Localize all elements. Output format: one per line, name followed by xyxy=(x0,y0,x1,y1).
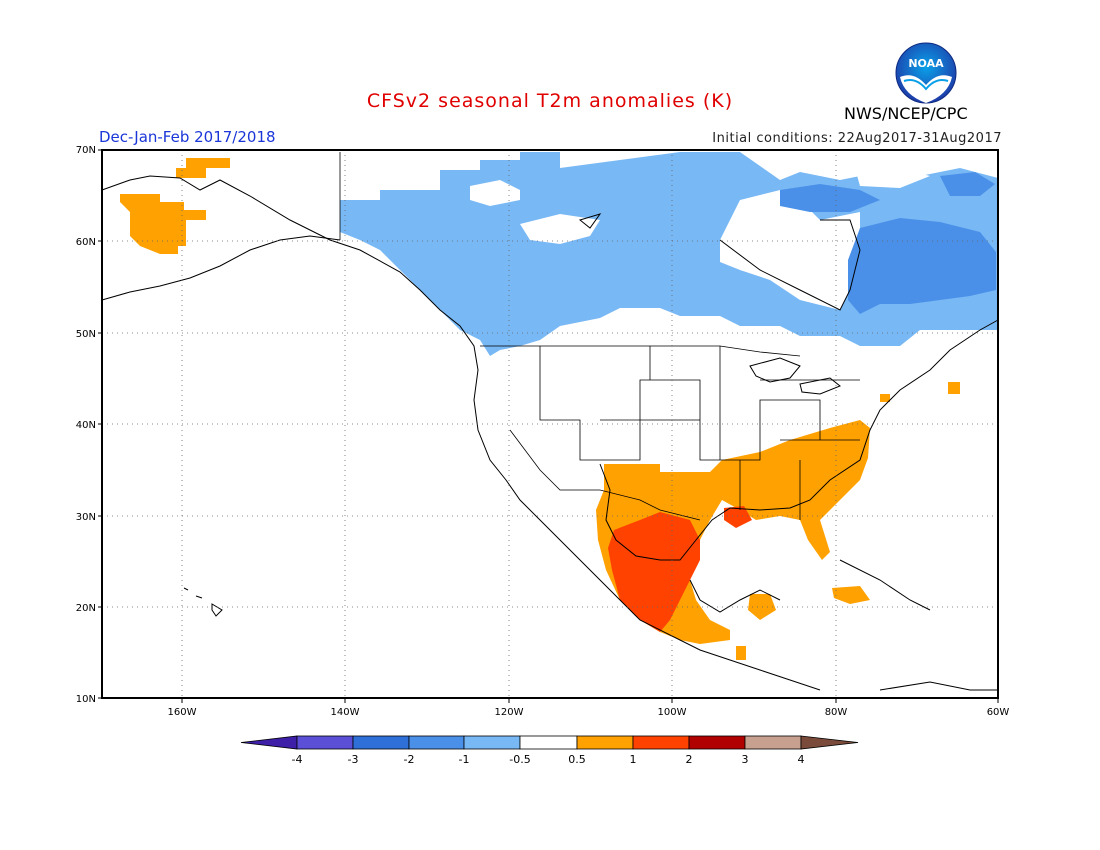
warm-anomaly-region xyxy=(120,158,960,660)
scale-label: -4 xyxy=(292,753,303,766)
lat-label: 30N xyxy=(76,512,96,523)
svg-text:NOAA: NOAA xyxy=(908,57,944,70)
scale-label: 0.5 xyxy=(568,753,586,766)
map-title: CFSv2 seasonal T2m anomalies (K) xyxy=(366,90,734,112)
lat-label: 50N xyxy=(76,329,96,340)
scale-swatch xyxy=(576,735,634,750)
lat-label: 10N xyxy=(76,694,96,705)
color-scale-labels: -4 -3 -2 -1 -0.5 0.5 1 2 3 4 xyxy=(292,753,805,766)
color-scale-swatches xyxy=(240,735,859,750)
agency-label: NWS/NCEP/CPC xyxy=(844,104,968,123)
scale-swatch xyxy=(463,735,521,750)
lat-label: 20N xyxy=(76,603,96,614)
scale-label: 3 xyxy=(742,753,749,766)
scale-label: 1 xyxy=(630,753,637,766)
great-lakes xyxy=(578,213,841,395)
political-borders xyxy=(339,152,860,521)
lat-label: 40N xyxy=(76,420,96,431)
lon-label: 140W xyxy=(331,707,360,718)
lon-label: 160W xyxy=(168,707,197,718)
hawaii-islands xyxy=(183,587,223,617)
lon-label: 120W xyxy=(495,707,524,718)
coastlines xyxy=(101,175,999,691)
lon-label: 100W xyxy=(658,707,687,718)
scale-swatch xyxy=(296,735,354,750)
scale-swatch xyxy=(352,735,410,750)
lon-label: 80W xyxy=(825,707,848,718)
scale-label: -1 xyxy=(459,753,470,766)
lat-label: 70N xyxy=(76,145,96,156)
scale-swatch xyxy=(240,735,298,750)
scale-swatch xyxy=(519,735,578,750)
longitude-axis: 160W 140W 120W 100W 80W 60W xyxy=(168,707,1010,718)
scale-swatch xyxy=(688,735,746,750)
lon-label: 60W xyxy=(987,707,1010,718)
scale-label: 2 xyxy=(686,753,693,766)
scale-swatch xyxy=(408,735,465,750)
initial-conditions-label: Initial conditions: 22Aug2017-31Aug2017 xyxy=(712,131,1002,146)
scale-label: -2 xyxy=(404,753,415,766)
scale-swatch xyxy=(800,735,859,750)
scale-swatch xyxy=(632,735,690,750)
scale-label: -3 xyxy=(348,753,359,766)
season-label: Dec-Jan-Feb 2017/2018 xyxy=(99,128,276,146)
scale-label: 4 xyxy=(798,753,805,766)
scale-label: -0.5 xyxy=(509,753,530,766)
latitude-axis: 70N 60N 50N 40N 30N 20N 10N xyxy=(76,145,96,705)
scale-swatch xyxy=(744,735,802,750)
noaa-logo: NOAA xyxy=(895,42,957,104)
lat-label: 60N xyxy=(76,237,96,248)
